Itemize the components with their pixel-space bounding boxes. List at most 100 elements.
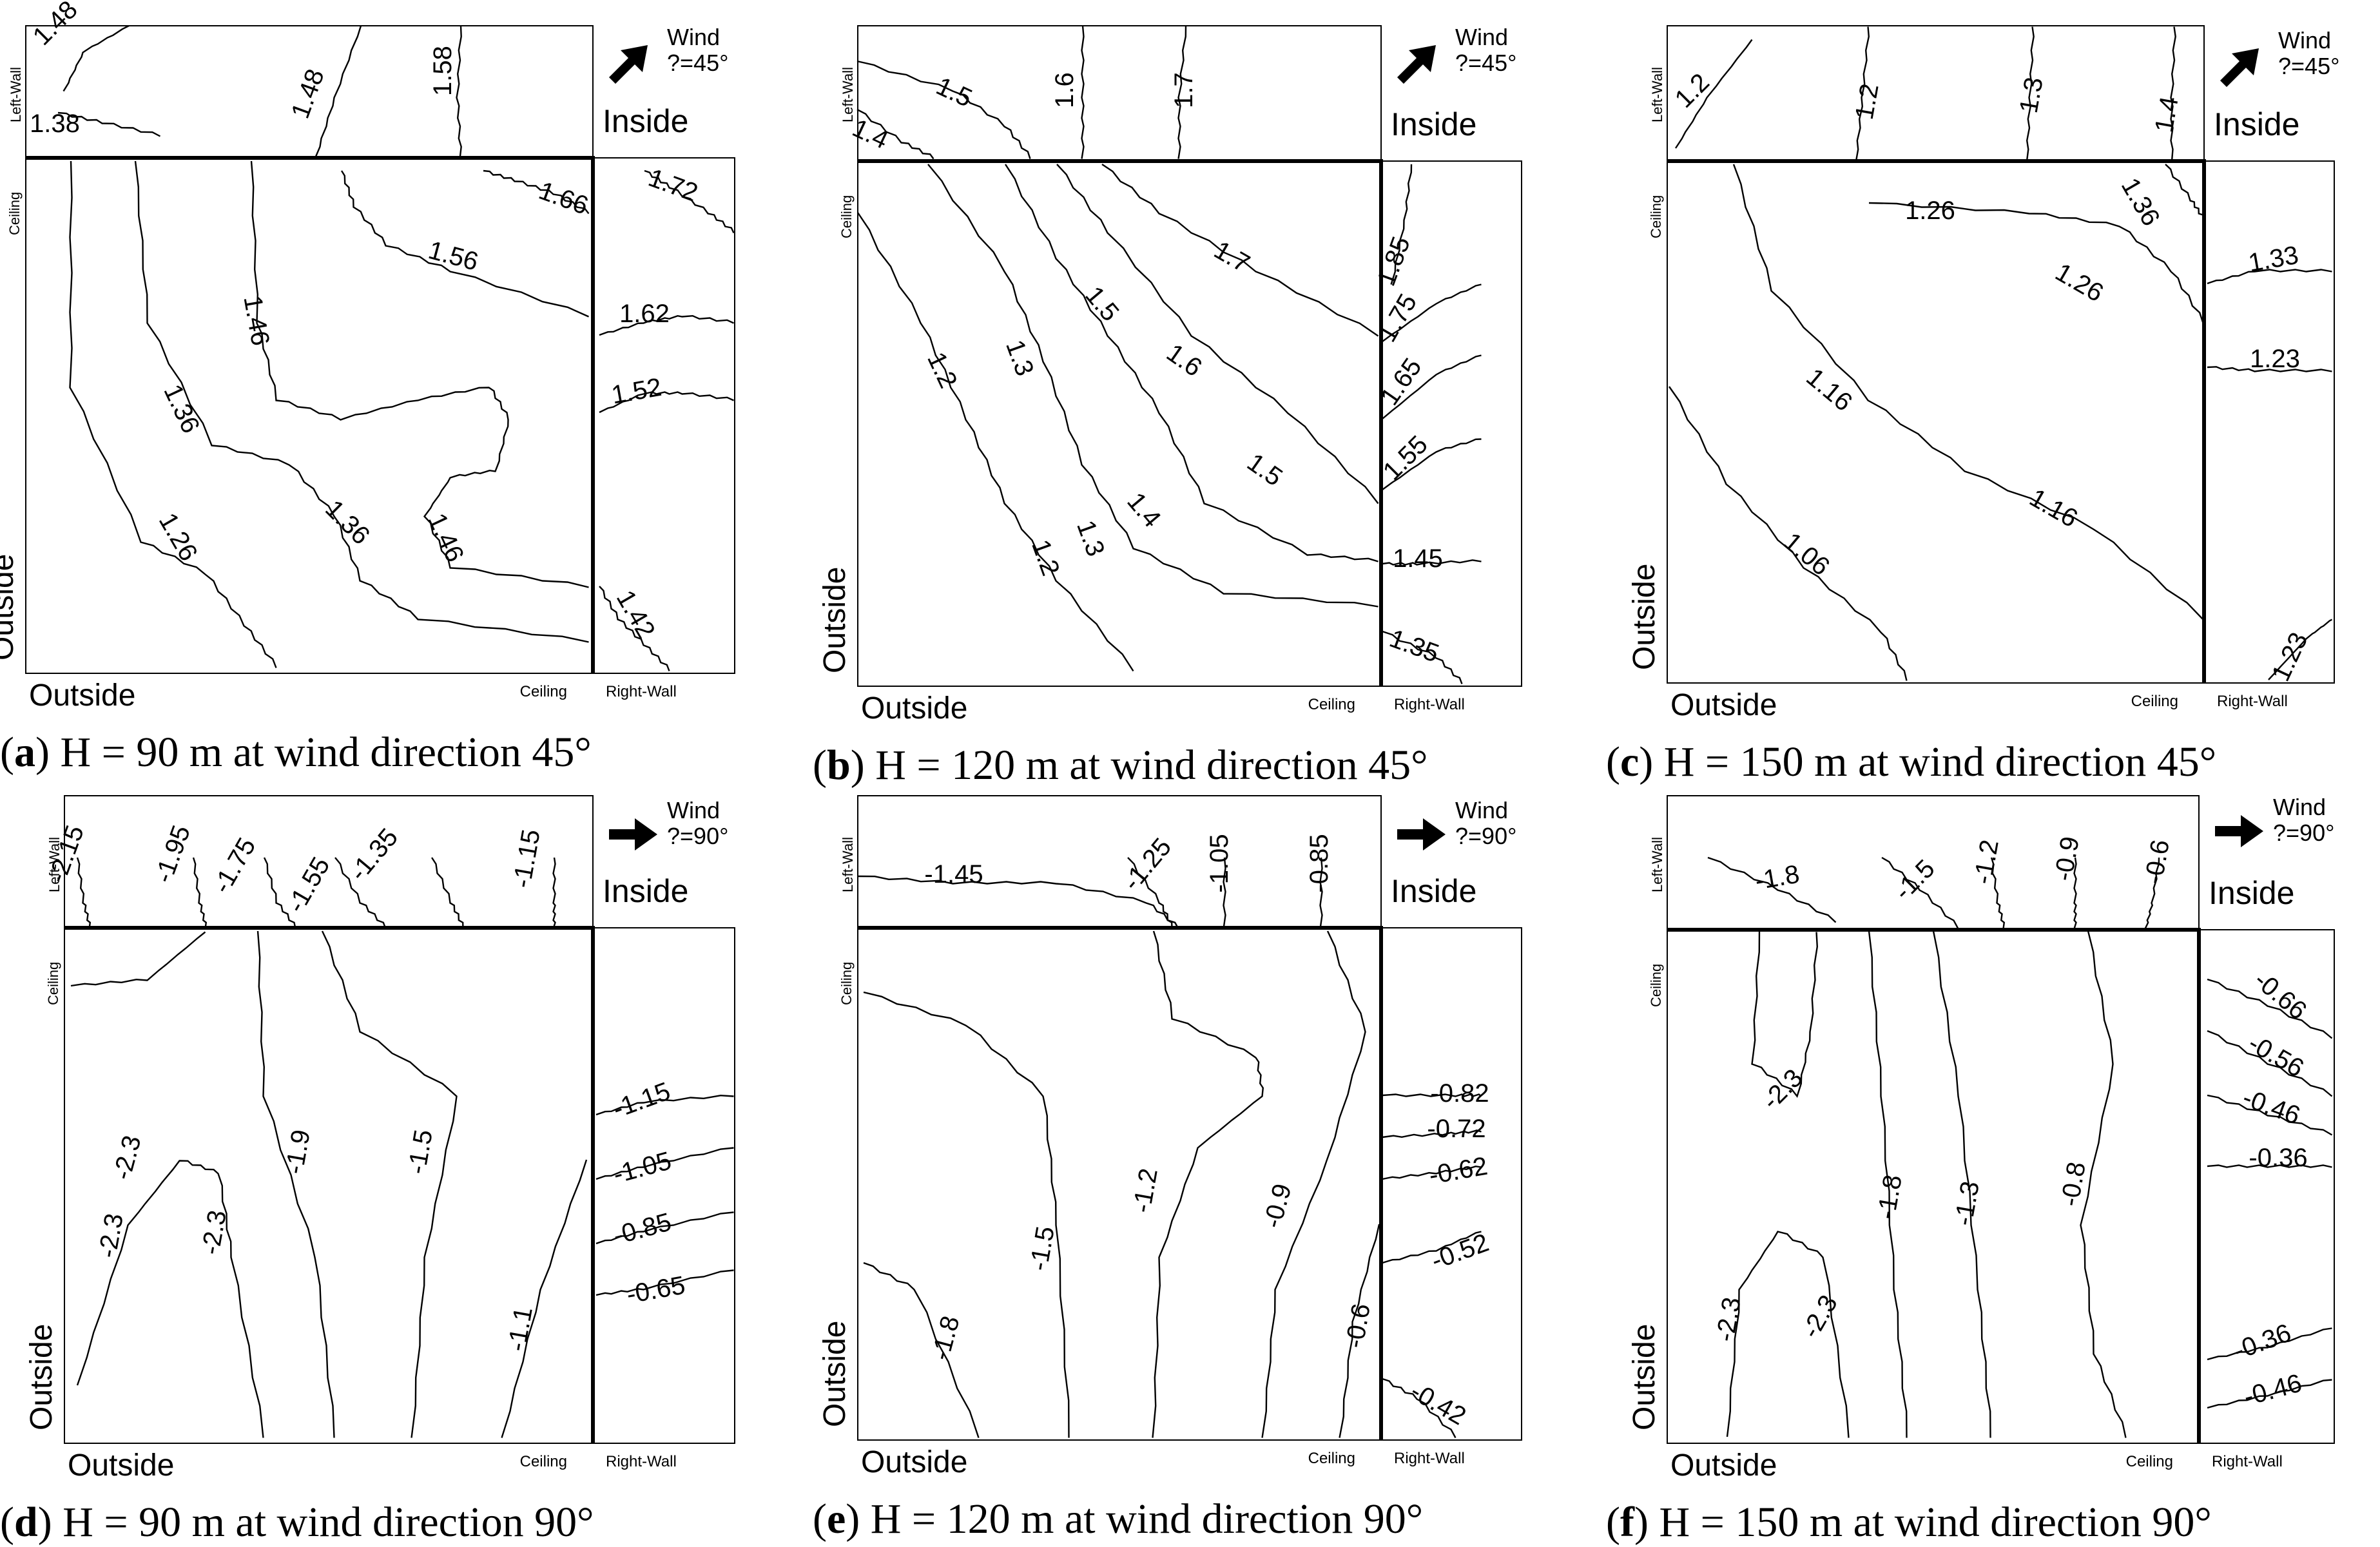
contour-line: [70, 931, 206, 987]
contour-line: [599, 391, 734, 414]
wind-angle-label: ?=45°: [1455, 50, 1516, 76]
contour-line: [1382, 1378, 1456, 1439]
inside-edge: [858, 926, 1383, 1440]
contour-line: [1382, 438, 1482, 490]
contour-label-ceiling: -1.3: [1949, 1179, 1985, 1228]
contour-label-right: -0.42: [1406, 1377, 1471, 1431]
contour-line: [134, 160, 589, 643]
ceiling-side-label: Ceiling: [838, 962, 855, 1005]
contour-label-ceiling: -1.2: [1128, 1166, 1163, 1215]
contour-label-right: -0.52: [1427, 1229, 1493, 1276]
contour-line: [1127, 857, 1173, 929]
contour-line: [501, 1159, 588, 1438]
caption-letter: a: [14, 729, 35, 776]
contour-label-top: 1.2: [1670, 68, 1715, 113]
contour-label-right: 1.42: [611, 586, 661, 643]
outside-bottom-label: Outside: [861, 1445, 967, 1479]
right-wall-label: Right-Wall: [606, 1453, 677, 1470]
contour-label-ceiling: -0.8: [2056, 1160, 2091, 1209]
outside-side-label: Outside: [818, 1321, 852, 1427]
contour-plot-e: -1.45 -1.25 -1.05 -0.85-1.8-1.5-1.2 -0.9-0.6…: [818, 795, 1522, 1479]
contour-label-top: -0.6: [2140, 838, 2175, 887]
right-wall-label: Right-Wall: [2212, 1453, 2283, 1470]
contour-line: [250, 160, 589, 588]
diagonal-arrow-icon: [609, 45, 648, 84]
ceiling-side-label: Ceiling: [1648, 964, 1664, 1007]
inside-edge: [26, 156, 595, 673]
contour-label-top: 1.38: [30, 110, 80, 138]
wind-label: Wind: [667, 797, 720, 823]
contour-label-ceiling: 1.46: [422, 509, 469, 566]
contour-label-top: 1.7: [1170, 72, 1198, 108]
contour-line: [334, 857, 387, 929]
contour-line: [69, 160, 277, 668]
contour-label-ceiling: 1.36: [158, 380, 205, 437]
contour-line: [2165, 164, 2204, 220]
caption-text: H = 90 m at wind direction 45°: [49, 729, 592, 776]
contour-plot-b: 1.51.41.6 1.71.71.61.51.51.41.31.31.21.21…: [818, 24, 1522, 725]
contour-line: [1382, 1093, 1482, 1097]
contour-label-right: -0.56: [2243, 1029, 2308, 1083]
contour-label-ceiling: 1.26: [2051, 258, 2108, 307]
outside-side-label: Outside: [1627, 564, 1661, 670]
contour-label-ceiling: 1.7: [1209, 236, 1254, 278]
contour-label-right: -1.15: [609, 1077, 674, 1124]
panel-caption: (d) H = 90 m at wind direction 90°: [0, 1499, 594, 1546]
contour-label-right: 1.55: [1378, 430, 1433, 486]
contour-label-ceiling: -1.8: [1872, 1173, 1908, 1222]
contour-line: [1382, 630, 1463, 684]
contour-line: [1101, 164, 1379, 337]
ceiling-bottom-label: Ceiling: [520, 683, 567, 700]
contour-label-ceiling: -1.5: [1025, 1224, 1060, 1273]
contour-line: [1868, 202, 2204, 323]
panel-caption: (f) H = 150 m at wind direction 90°: [1606, 1499, 2212, 1546]
contour-label-top: -1.8: [1753, 860, 1802, 896]
contour-label-ceiling: 1.46: [238, 294, 275, 348]
contour-line: [2207, 1094, 2333, 1136]
contour-label-ceiling: -2.3: [1796, 1291, 1843, 1343]
wind-label: Wind: [1455, 797, 1508, 823]
outside-side-label: Outside: [1627, 1324, 1661, 1430]
outside-bottom-label: Outside: [861, 691, 967, 725]
contour-label-right: -0.65: [624, 1271, 687, 1309]
wind-label: Wind: [2278, 27, 2331, 53]
contour-line: [856, 60, 1031, 159]
caption-letter: b: [826, 742, 851, 789]
contour-label-ceiling: -2.3: [93, 1211, 129, 1260]
contour-label-ceiling: 1.36: [320, 495, 375, 550]
contour-label-ceiling: -0.6: [1340, 1302, 1376, 1350]
contour-line: [2073, 857, 2077, 929]
contour-label-right: 1.72: [644, 164, 701, 207]
contour-label-top: -1.5: [1889, 854, 1940, 906]
contour-line: [1152, 930, 1264, 1438]
inside-label: Inside: [2214, 106, 2299, 142]
outside-bottom-label: Outside: [1670, 688, 1777, 722]
panel-b: 1.5 1.4 1.6 1.7 1.7 1.6 1.5 1.5 1.4 1.3 1.3 1.2 1.2 1…: [793, 0, 1587, 789]
right-arrow-icon: [609, 818, 657, 850]
right-wall-box: [592, 157, 735, 674]
wind-angle-label: ?=45°: [2278, 53, 2339, 79]
contour-line: [263, 857, 296, 929]
contour-label-top: -1.55: [282, 852, 336, 918]
caption-letter: f: [1620, 1499, 1634, 1546]
contour-line: [57, 111, 161, 137]
contour-label-right: -0.82: [1430, 1079, 1489, 1108]
contour-label-ceiling: -1.9: [280, 1128, 316, 1177]
contour-label-ceiling: 1.3: [1071, 517, 1110, 560]
contour-plot-d: -2.15 -1.95 -1.75 -1.55 -1.35 -1.15-2.3-2.3-2…: [24, 795, 735, 1483]
contour-line: [595, 1094, 734, 1116]
contour-label-ceiling: -0.9: [1258, 1181, 1297, 1231]
left-wall-label: Left-Wall: [46, 837, 63, 892]
contour-label-right: -0.66: [2249, 966, 2312, 1025]
contour-label-right: -0.62: [1427, 1152, 1489, 1190]
contour-line: [1056, 164, 1379, 504]
contour-line: [1707, 856, 1837, 923]
contour-line: [1990, 857, 2006, 929]
contour-line: [1223, 857, 1226, 929]
contour-line: [1382, 1129, 1482, 1139]
contour-line: [2170, 26, 2176, 162]
contour-line: [2207, 1164, 2332, 1168]
contour-line: [192, 857, 208, 929]
contour-line: [321, 930, 458, 1438]
contour-line: [2207, 269, 2332, 285]
